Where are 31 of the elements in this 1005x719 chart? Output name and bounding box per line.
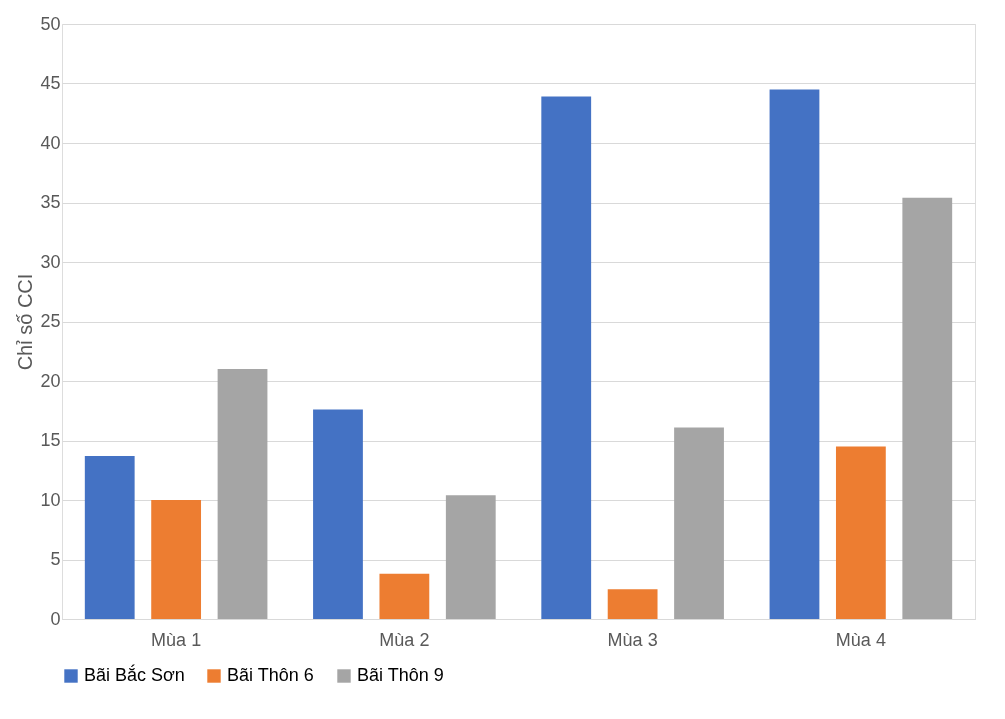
legend-label: Bãi Thôn 6 — [227, 665, 314, 685]
bar — [151, 500, 202, 619]
y-tick-label: 5 — [50, 549, 61, 569]
bar — [674, 427, 724, 619]
bar — [84, 455, 135, 619]
y-tick-label: 15 — [40, 430, 61, 450]
x-tick-label: Mùa 3 — [607, 629, 658, 650]
bar — [835, 446, 886, 619]
y-tick-label: 10 — [40, 489, 61, 510]
x-tick-label: Mùa 2 — [379, 629, 430, 650]
y-tick-label: 45 — [40, 73, 61, 93]
bar — [769, 89, 820, 619]
bar — [607, 589, 658, 619]
bar — [217, 369, 268, 619]
bar — [313, 409, 363, 619]
y-axis-title: Chỉ số CCI — [14, 273, 37, 371]
x-tick-label: Mùa 1 — [151, 629, 202, 650]
legend-label: Bãi Bắc Sơn — [84, 664, 185, 685]
bar — [445, 495, 496, 619]
y-tick-label: 50 — [40, 13, 61, 34]
y-tick-label: 30 — [40, 251, 61, 272]
x-tick-label: Mùa 4 — [835, 629, 886, 650]
y-tick-label: 0 — [50, 608, 61, 629]
bar — [541, 96, 592, 619]
bar — [379, 573, 430, 619]
y-tick-label: 25 — [40, 311, 61, 331]
y-tick-label: 20 — [40, 370, 61, 391]
legend-label: Bãi Thôn 9 — [357, 665, 444, 685]
y-tick-label: 40 — [40, 132, 61, 153]
bar — [902, 197, 953, 619]
y-tick-label: 35 — [40, 192, 61, 212]
